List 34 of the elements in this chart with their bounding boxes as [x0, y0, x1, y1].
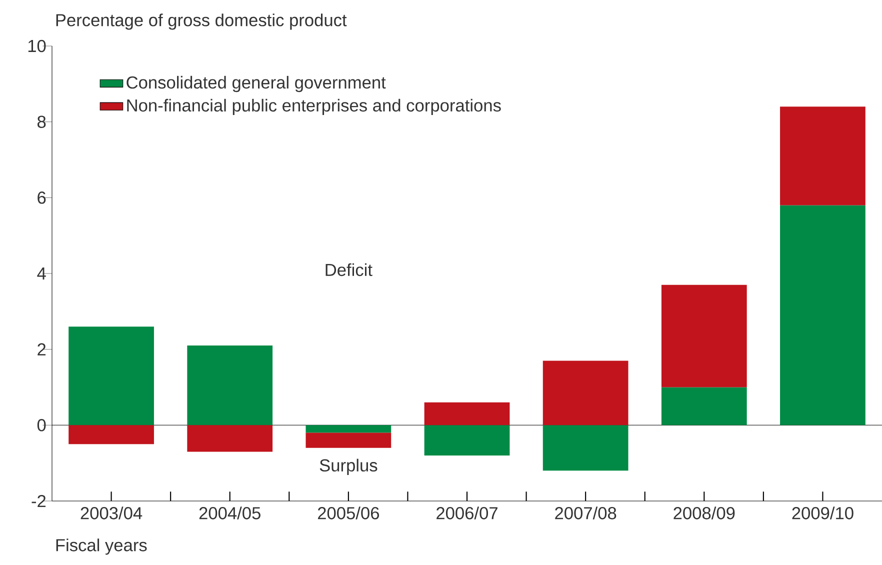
- bar: [68, 326, 154, 426]
- bar: [187, 346, 273, 426]
- x-tick-label: 2008/09: [674, 506, 735, 520]
- bar: [542, 360, 628, 426]
- x-tick-label: 2005/06: [318, 506, 379, 520]
- bar: [542, 425, 628, 471]
- bar: [306, 425, 392, 433]
- bar: [661, 387, 747, 426]
- x-tick-label: 2004/05: [199, 506, 260, 520]
- bar: [424, 402, 510, 426]
- bar: [68, 425, 154, 444]
- y-tick-label: 2: [38, 343, 46, 356]
- x-tick-label: 2007/08: [555, 506, 616, 520]
- annotation: Deficit: [326, 263, 372, 276]
- bar: [424, 425, 510, 456]
- x-axis-title: Fiscal years: [56, 538, 147, 555]
- y-tick-label: 10: [28, 40, 46, 52]
- x-tick-label: 2003/04: [80, 506, 142, 520]
- x-tick-label: 2006/07: [436, 506, 498, 520]
- annotation: Surplus: [320, 458, 378, 475]
- bar: [780, 106, 866, 206]
- y-axis-title: Percentage of gross domestic product: [56, 14, 347, 30]
- bar: [306, 432, 392, 448]
- legend-label: Non-financial public enterprises and corporations: [127, 98, 501, 116]
- y-tick-label: 4: [37, 268, 46, 280]
- legend-label: Consolidated general government: [126, 76, 386, 92]
- bar: [780, 205, 866, 426]
- y-tick-label: 6: [38, 192, 46, 204]
- x-tick-label: 2009/10: [792, 506, 854, 520]
- y-tick-label: 0: [37, 419, 46, 432]
- bar: [187, 425, 273, 452]
- y-tick-label: -2: [32, 494, 46, 508]
- bar: [661, 284, 747, 388]
- y-tick-label: 8: [38, 116, 46, 128]
